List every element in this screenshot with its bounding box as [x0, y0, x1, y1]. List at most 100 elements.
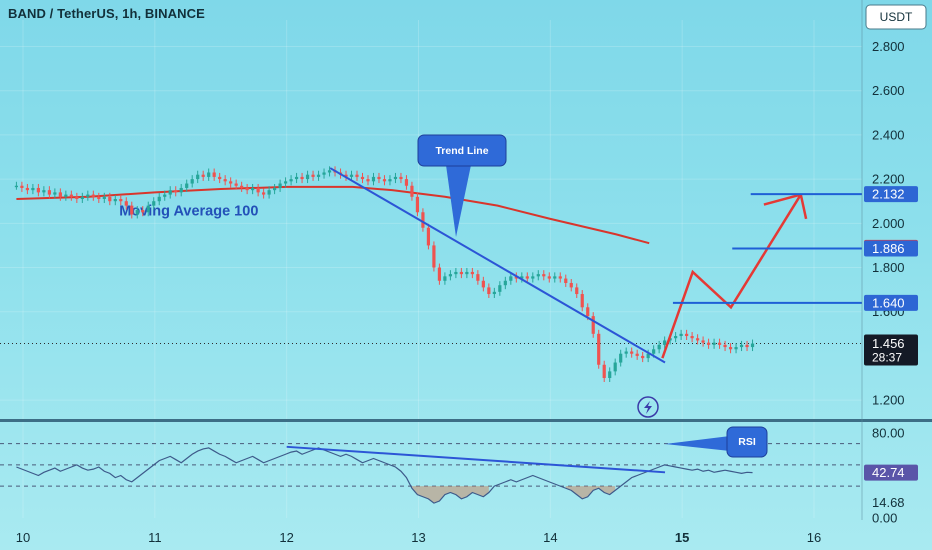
candle-body[interactable] [706, 342, 711, 345]
candle-body[interactable] [630, 351, 634, 354]
lightning-marker[interactable] [637, 396, 659, 418]
candle-body[interactable] [734, 347, 738, 350]
candle-body[interactable] [663, 340, 667, 345]
candle-body[interactable] [58, 192, 62, 197]
candle-body[interactable] [229, 181, 233, 184]
candle-body[interactable] [553, 276, 557, 279]
candle-body[interactable] [498, 285, 502, 292]
candle-body[interactable] [267, 190, 271, 195]
candle-body[interactable] [130, 205, 134, 215]
candle-body[interactable] [454, 271, 458, 275]
rsi-line[interactable] [16, 447, 753, 504]
candle-body[interactable] [355, 174, 359, 177]
candle-body[interactable] [108, 196, 112, 202]
current-price-badge[interactable] [864, 334, 918, 366]
candle-body[interactable] [163, 194, 167, 197]
candle-body[interactable] [25, 187, 29, 191]
candle-body[interactable] [305, 174, 310, 180]
candle-body[interactable] [558, 276, 562, 279]
candle-body[interactable] [443, 276, 447, 281]
candle-body[interactable] [547, 276, 551, 279]
candle-body[interactable] [91, 194, 95, 197]
candle-body[interactable] [327, 170, 332, 173]
candle-body[interactable] [591, 316, 595, 334]
candle-body[interactable] [42, 190, 46, 193]
candle-body[interactable] [388, 179, 392, 182]
candle-body[interactable] [602, 364, 606, 379]
candle-body[interactable] [514, 276, 518, 279]
candle-body[interactable] [64, 194, 68, 197]
candle-body[interactable] [728, 347, 733, 350]
candle-body[interactable] [273, 187, 277, 191]
candle-body[interactable] [481, 280, 485, 288]
currency-button[interactable] [865, 4, 927, 30]
candle-body[interactable] [102, 196, 106, 200]
candle-body[interactable] [223, 179, 227, 182]
candle-body[interactable] [415, 196, 420, 213]
candle-body[interactable] [14, 185, 19, 188]
price-badge[interactable] [864, 294, 918, 311]
candle-body[interactable] [245, 187, 249, 191]
candle-body[interactable] [97, 196, 101, 200]
candle-body[interactable] [520, 276, 524, 279]
candle-body[interactable] [218, 176, 222, 180]
candle-body[interactable] [569, 282, 573, 288]
candle-body[interactable] [152, 201, 156, 206]
candle-body[interactable] [404, 179, 409, 186]
candle-body[interactable] [53, 192, 57, 195]
moving-average-line[interactable] [16, 185, 650, 245]
candle-body[interactable] [470, 271, 474, 275]
candle-body[interactable] [492, 291, 496, 295]
candle-body[interactable] [185, 183, 189, 188]
candle-body[interactable] [652, 349, 656, 354]
candle-body[interactable] [262, 192, 266, 195]
candle-body[interactable] [349, 174, 354, 177]
candle-body[interactable] [135, 210, 139, 215]
candle-body[interactable] [410, 185, 414, 197]
candle-body[interactable] [597, 333, 601, 365]
candle-body[interactable] [690, 336, 694, 339]
candle-body[interactable] [503, 280, 507, 286]
candle-body[interactable] [124, 201, 128, 206]
candle-body[interactable] [679, 333, 683, 337]
candle-body[interactable] [190, 179, 194, 184]
candle-body[interactable] [311, 174, 315, 177]
candle-body[interactable] [69, 194, 73, 197]
candle-body[interactable] [382, 179, 387, 182]
candle-body[interactable] [113, 199, 117, 202]
candle-body[interactable] [31, 187, 35, 191]
candle-body[interactable] [377, 176, 381, 180]
candle-body[interactable] [212, 172, 216, 177]
candle-body[interactable] [685, 333, 689, 337]
candle-body[interactable] [432, 245, 436, 268]
candle-body[interactable] [168, 190, 172, 195]
candle-body[interactable] [75, 196, 79, 200]
candle-body[interactable] [47, 190, 51, 195]
candle-body[interactable] [739, 344, 744, 348]
candle-body[interactable] [674, 336, 678, 339]
candle-body[interactable] [256, 187, 260, 193]
price-badge[interactable] [864, 240, 918, 257]
candle-body[interactable] [141, 210, 145, 213]
candle-body[interactable] [531, 276, 535, 279]
candle-body[interactable] [712, 342, 716, 345]
candle-body[interactable] [437, 267, 442, 281]
panel-separator[interactable] [0, 419, 932, 422]
candle-body[interactable] [207, 172, 211, 177]
candle-body[interactable] [657, 344, 661, 350]
candle-body[interactable] [360, 176, 365, 180]
candle-body[interactable] [487, 287, 491, 295]
price-badge[interactable] [864, 186, 918, 203]
candle-body[interactable] [179, 187, 183, 193]
candle-body[interactable] [399, 176, 403, 180]
candle-body[interactable] [80, 196, 84, 200]
candle-body[interactable] [750, 343, 755, 348]
candle-body[interactable] [613, 362, 617, 372]
trend-callout-box[interactable] [417, 134, 507, 167]
candle-body[interactable] [701, 340, 705, 343]
candle-body[interactable] [641, 355, 645, 359]
candle-body[interactable] [240, 185, 244, 188]
rsi-current-badge[interactable] [864, 464, 918, 481]
candle-body[interactable] [525, 276, 529, 279]
